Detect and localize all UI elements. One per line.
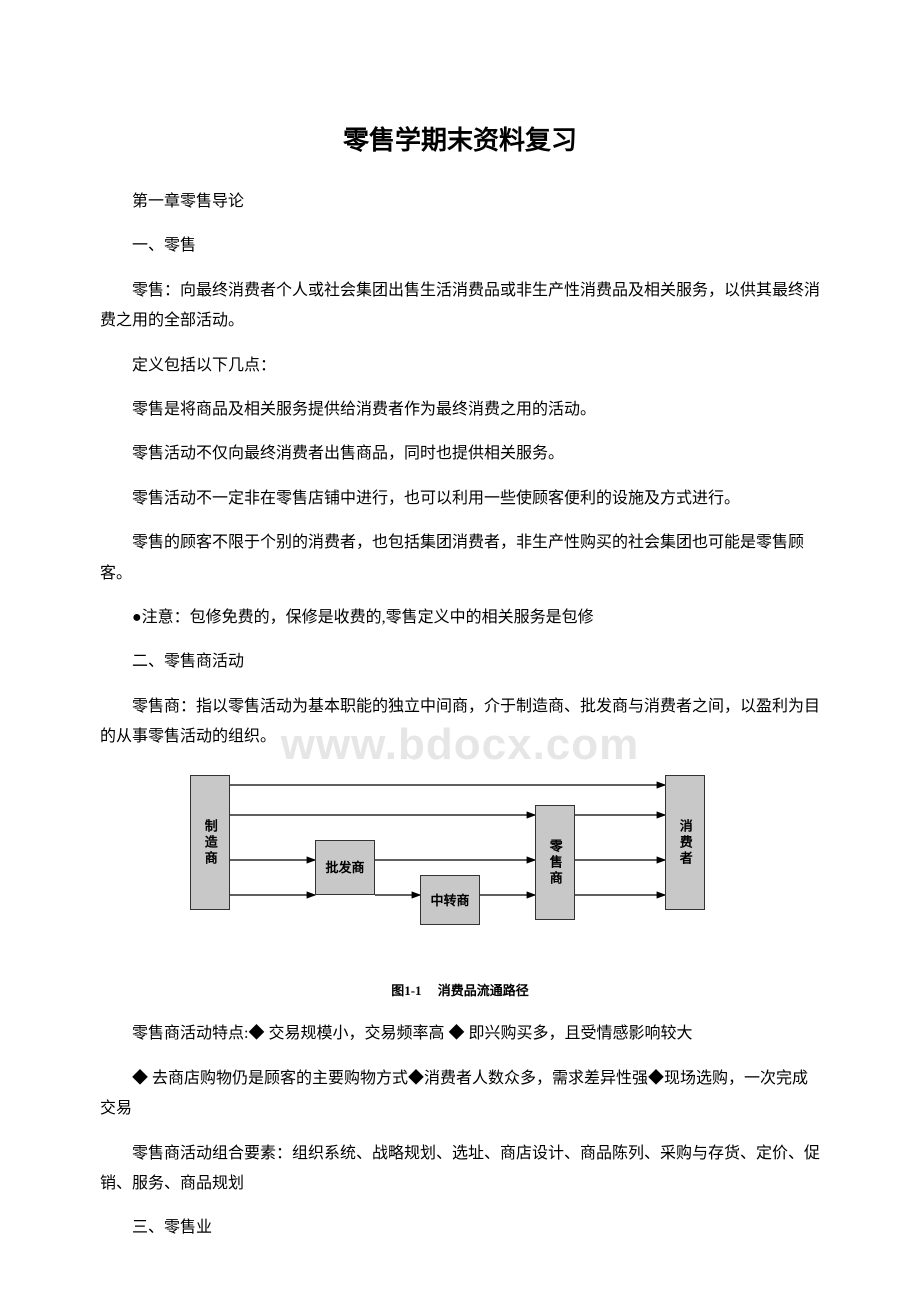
body-paragraph: 零售的顾客不限于个别的消费者，也包括集团消费者，非生产性购买的社会集团也可能是零… xyxy=(100,528,820,589)
flowchart-node-transfer: 中转商 xyxy=(420,875,480,925)
flowchart-node-manufacturer: 制造商 xyxy=(190,775,230,910)
document-title: 零售学期末资料复习 xyxy=(100,120,820,157)
flowchart-node-wholesaler: 批发商 xyxy=(315,840,375,895)
section-heading-2: 二、零售商活动 xyxy=(100,647,820,677)
body-paragraph: 零售：向最终消费者个人或社会集团出售生活消费品或非生产性消费品及相关服务，以供其… xyxy=(100,276,820,337)
flowchart-arrows xyxy=(180,770,740,970)
body-paragraph: ●注意：包修免费的，保修是收费的,零售定义中的相关服务是包修 xyxy=(100,603,820,633)
body-paragraph: 零售商：指以零售活动为基本职能的独立中间商，介于制造商、批发商与消费者之间，以盈… xyxy=(100,692,820,753)
body-paragraph: 定义包括以下几点： xyxy=(100,351,820,381)
section-heading-3: 三、零售业 xyxy=(100,1213,820,1243)
flowchart-node-retailer: 零售商 xyxy=(535,805,575,920)
body-paragraph: 零售是将商品及相关服务提供给消费者作为最终消费之用的活动。 xyxy=(100,395,820,425)
chapter-heading: 第一章零售导论 xyxy=(100,187,820,217)
body-paragraph: 零售商活动组合要素：组织系统、战略规划、选址、商店设计、商品陈列、采购与存货、定… xyxy=(100,1139,820,1200)
caption-text: 消费品流通路径 xyxy=(438,983,529,998)
body-paragraph: 零售活动不仅向最终消费者出售商品，同时也提供相关服务。 xyxy=(100,439,820,469)
document-content: 零售学期末资料复习 第一章零售导论 一、零售 零售：向最终消费者个人或社会集团出… xyxy=(100,120,820,1244)
section-heading-1: 一、零售 xyxy=(100,231,820,261)
diagram-caption: 图1-1 消费品流通路径 xyxy=(100,980,820,999)
flowchart-node-consumer: 消费者 xyxy=(665,775,705,910)
body-paragraph: 零售商活动特点:◆ 交易规模小，交易频率高 ◆ 即兴购买多，且受情感影响较大 xyxy=(100,1019,820,1049)
body-paragraph: ◆ 去商店购物仍是顾客的主要购物方式◆消费者人数众多，需求差异性强◆现场选购，一… xyxy=(100,1064,820,1125)
caption-label: 图1-1 xyxy=(391,983,421,998)
body-paragraph: 零售活动不一定非在零售店铺中进行，也可以利用一些使顾客便利的设施及方式进行。 xyxy=(100,484,820,514)
flowchart-diagram: 制造商 批发商中转商 零售商 消费者 xyxy=(180,770,740,970)
